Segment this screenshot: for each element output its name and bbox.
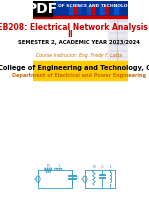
Bar xyxy=(34,82,126,196)
Text: L: L xyxy=(58,164,61,168)
Text: vs: vs xyxy=(34,177,38,181)
Text: C: C xyxy=(101,165,104,169)
Text: College of Engineering and Technology, CET: College of Engineering and Technology, C… xyxy=(0,65,149,71)
Bar xyxy=(69,6,73,14)
Text: Department of Electrical and Power Engineering: Department of Electrical and Power Engin… xyxy=(12,73,146,78)
Text: II: II xyxy=(67,30,73,39)
Bar xyxy=(33,80,128,198)
Bar xyxy=(87,6,91,14)
Bar xyxy=(33,61,128,80)
Bar xyxy=(114,6,118,14)
Text: EEB208: Electrical Network Analysis: EEB208: Electrical Network Analysis xyxy=(0,23,148,31)
Bar xyxy=(83,6,87,14)
Bar xyxy=(105,6,109,14)
Bar xyxy=(33,1,52,16)
Bar xyxy=(33,1,128,16)
Text: Course Instructor: Eng. Fredy F. Latta: Course Instructor: Eng. Fredy F. Latta xyxy=(36,53,122,58)
Bar xyxy=(78,6,82,14)
Bar xyxy=(33,16,128,18)
Text: is: is xyxy=(81,177,84,181)
Text: R: R xyxy=(47,164,50,168)
Text: L: L xyxy=(109,165,112,169)
Text: OF SCIENCE AND TECHNOLOGY: OF SCIENCE AND TECHNOLOGY xyxy=(58,4,134,8)
Text: R: R xyxy=(92,165,95,169)
Bar xyxy=(108,18,128,69)
Text: C: C xyxy=(76,176,79,180)
Bar xyxy=(65,6,69,14)
Text: SEMESTER 2, ACADEMIC YEAR 2023/2024: SEMESTER 2, ACADEMIC YEAR 2023/2024 xyxy=(18,40,140,46)
Bar xyxy=(109,6,113,14)
Bar xyxy=(74,6,78,14)
Bar xyxy=(100,6,104,14)
Text: PDF: PDF xyxy=(27,2,58,16)
Bar xyxy=(91,6,96,14)
Bar xyxy=(96,6,100,14)
